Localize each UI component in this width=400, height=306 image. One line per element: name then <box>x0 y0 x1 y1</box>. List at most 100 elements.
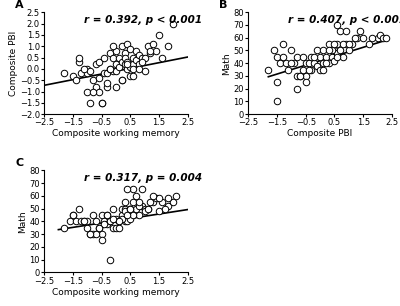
Point <box>84 225 90 230</box>
Point <box>118 206 125 211</box>
Point <box>116 64 122 69</box>
Point <box>124 187 131 192</box>
Point <box>118 78 125 83</box>
Point <box>92 232 99 237</box>
Point <box>136 62 142 67</box>
Point <box>326 61 332 66</box>
Point <box>110 206 116 211</box>
Point <box>127 73 134 78</box>
Point <box>90 213 96 218</box>
Point <box>156 32 162 37</box>
Point <box>113 216 119 221</box>
Point <box>328 54 335 59</box>
Point <box>104 80 110 85</box>
Point <box>305 67 312 72</box>
Point <box>96 89 102 94</box>
Point <box>326 48 332 53</box>
Point <box>138 187 145 192</box>
Point <box>124 42 131 47</box>
Point <box>92 219 99 224</box>
Point <box>107 219 113 224</box>
Point <box>101 55 108 60</box>
Point <box>302 73 309 78</box>
Point <box>346 42 352 47</box>
Point <box>75 60 82 65</box>
Point <box>288 61 294 66</box>
Point <box>113 48 119 53</box>
Point <box>118 78 125 83</box>
Point <box>81 66 88 71</box>
Point <box>320 67 326 72</box>
Point <box>130 73 136 78</box>
Point <box>320 61 326 66</box>
Point <box>285 67 292 72</box>
Point <box>121 50 128 55</box>
Point <box>107 66 113 71</box>
Point <box>265 67 272 72</box>
Point <box>133 58 139 62</box>
Point <box>121 206 128 211</box>
Point <box>98 213 105 218</box>
Point <box>104 84 110 89</box>
Point <box>383 35 390 40</box>
Point <box>164 203 171 208</box>
Point <box>374 35 381 40</box>
Point <box>92 62 99 67</box>
Point <box>294 73 300 78</box>
Point <box>124 60 131 65</box>
Point <box>118 213 125 218</box>
Point <box>173 193 180 198</box>
Point <box>170 21 177 26</box>
Point <box>124 66 131 71</box>
Point <box>104 213 110 218</box>
Point <box>96 60 102 65</box>
Text: A: A <box>15 0 24 10</box>
Point <box>113 84 119 89</box>
Point <box>101 222 108 226</box>
Point <box>147 200 154 205</box>
Point <box>78 71 84 76</box>
Point <box>305 61 312 66</box>
Point <box>354 35 361 40</box>
Point <box>380 35 386 40</box>
Point <box>291 61 298 66</box>
Point <box>81 219 88 224</box>
Point <box>271 48 277 53</box>
Point <box>110 225 116 230</box>
Point <box>366 42 372 47</box>
Point <box>118 60 125 65</box>
Point <box>136 213 142 218</box>
Point <box>124 213 131 218</box>
Point <box>308 54 315 59</box>
Point <box>70 213 76 218</box>
Point <box>138 60 145 65</box>
Point <box>104 222 110 226</box>
Point <box>133 193 139 198</box>
Point <box>159 200 165 205</box>
Point <box>136 53 142 58</box>
Point <box>90 232 96 237</box>
Point <box>288 48 294 53</box>
Point <box>130 187 136 192</box>
Point <box>84 89 90 94</box>
Point <box>116 55 122 60</box>
Point <box>142 55 148 60</box>
Point <box>87 100 93 105</box>
Point <box>116 219 122 224</box>
Point <box>294 54 300 59</box>
Point <box>337 29 344 34</box>
Point <box>280 54 286 59</box>
Text: r = 0.407, p < 0.001: r = 0.407, p < 0.001 <box>288 15 400 25</box>
Point <box>78 219 84 224</box>
Point <box>153 48 159 53</box>
Point <box>360 35 366 40</box>
Point <box>136 203 142 208</box>
Point <box>280 42 286 47</box>
Point <box>110 69 116 74</box>
Point <box>87 232 93 237</box>
Point <box>142 69 148 74</box>
Point <box>369 35 375 40</box>
Point <box>136 66 142 71</box>
Point <box>142 209 148 214</box>
Point <box>130 66 136 71</box>
